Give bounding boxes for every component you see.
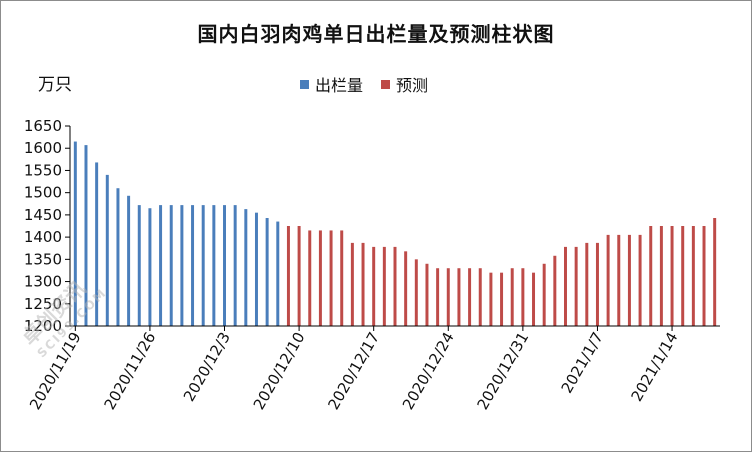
x-tick-label: 2020/11/26 [101,329,160,413]
bar-actual [233,205,237,326]
x-tick-label: 2020/12/3 [180,329,234,405]
x-tick-label: 2021/1/7 [558,329,607,396]
y-tick-label: 1450 [24,206,62,224]
bar-forecast [350,242,354,326]
bar-forecast [670,226,674,326]
bar-forecast [308,230,312,326]
bar-forecast [595,242,599,326]
legend-item-forecast: 预测 [381,72,428,96]
bar-forecast [500,272,504,326]
bar-forecast [649,226,653,326]
bar-actual [201,205,205,326]
bar-forecast [691,226,695,326]
bar-actual [84,145,88,326]
legend-label-actual: 出栏量 [315,76,364,95]
bar-actual [212,205,216,326]
x-tick-label: 2020/12/10 [250,329,309,413]
y-tick-label: 1300 [24,273,62,291]
x-tick-label: 2020/12/17 [324,329,383,413]
y-tick-label: 1250 [24,295,62,313]
bar-actual [180,205,184,326]
bar-forecast [681,226,685,326]
bar-forecast [446,268,450,326]
bar-forecast [329,230,333,326]
bar-actual [148,208,152,326]
bar-forecast [574,246,578,326]
bar-forecast [286,226,290,326]
y-tick-label: 1350 [24,250,62,268]
bar-forecast [436,268,440,326]
bar-actual [137,205,141,326]
bar-actual [191,205,195,326]
x-tick-label: 2020/11/19 [26,329,85,413]
bar-actual [116,188,120,326]
bar-actual [95,162,99,326]
bar-forecast [468,268,472,326]
chart-title: 国内白羽肉鸡单日出栏量及预测柱状图 [197,22,555,46]
x-tick-label: 2020/12/31 [474,329,533,413]
y-tick-label: 1650 [24,117,62,135]
bar-forecast [361,242,365,326]
y-tick-label: 1200 [24,317,62,335]
bar-forecast [404,251,408,326]
bar-forecast [510,268,514,326]
bar-forecast [585,242,589,326]
bar-forecast [372,246,376,326]
bar-actual [265,218,269,326]
legend-label-forecast: 预测 [396,76,429,95]
bar-actual [127,195,131,326]
bar-forecast [340,230,344,326]
bar-forecast [382,246,386,326]
bar-forecast [627,234,631,326]
bar-actual [244,209,248,326]
bar-actual [73,141,77,326]
bar-actual [276,221,280,326]
bar-forecast [617,234,621,326]
y-tick-label: 1600 [24,139,62,157]
bar-forecast [659,226,663,326]
bar-forecast [457,268,461,326]
bar-actual [159,205,163,326]
x-tick-label: 2020/12/24 [399,329,458,413]
y-tick-label: 1400 [24,228,62,246]
x-tick-label: 2021/1/14 [627,329,681,405]
bar-forecast [425,263,429,326]
legend: 出栏量 预测 [300,72,428,96]
bar-forecast [489,272,493,326]
bar-forecast [553,255,557,326]
bar-forecast [297,226,301,326]
legend-swatch-actual [300,79,309,89]
y-tick-label: 1500 [24,184,62,202]
legend-item-actual: 出栏量 [300,72,363,96]
bar-actual [223,205,226,326]
bar-forecast [318,230,322,326]
bar-forecast [532,272,536,326]
bar-forecast [702,226,706,326]
bar-forecast [542,263,546,326]
bar-forecast [393,246,397,326]
bar-forecast [478,268,482,326]
bar-actual [254,212,258,326]
bar-forecast [606,234,610,326]
bar-forecast [713,218,717,326]
bar-actual [169,205,173,326]
bar-forecast [414,259,418,326]
bar-forecast [638,234,642,326]
legend-swatch-forecast [381,79,391,89]
y-axis-unit-label: 万只 [38,75,72,95]
bar-actual [105,174,109,326]
bar-forecast [564,246,567,326]
bar-forecast [521,268,525,326]
y-tick-label: 1550 [24,161,62,179]
